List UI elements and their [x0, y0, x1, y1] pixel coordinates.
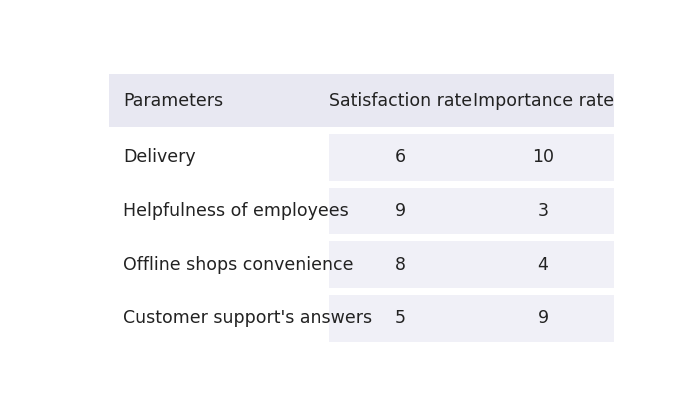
Text: 9: 9 [395, 202, 406, 220]
FancyBboxPatch shape [473, 74, 614, 127]
FancyBboxPatch shape [473, 241, 614, 288]
FancyBboxPatch shape [109, 74, 329, 127]
FancyBboxPatch shape [329, 241, 473, 288]
Text: Helpfulness of employees: Helpfulness of employees [122, 202, 349, 220]
FancyBboxPatch shape [329, 187, 473, 235]
Text: Offline shops convenience: Offline shops convenience [122, 255, 354, 274]
Text: 6: 6 [395, 149, 406, 167]
FancyBboxPatch shape [109, 241, 329, 288]
Text: 10: 10 [532, 149, 554, 167]
Text: 9: 9 [538, 309, 549, 327]
FancyBboxPatch shape [109, 134, 329, 181]
FancyBboxPatch shape [473, 134, 614, 181]
Text: 5: 5 [395, 309, 406, 327]
FancyBboxPatch shape [329, 74, 473, 127]
Text: Parameters: Parameters [122, 92, 223, 110]
Text: Delivery: Delivery [122, 149, 195, 167]
FancyBboxPatch shape [473, 295, 614, 342]
FancyBboxPatch shape [329, 134, 473, 181]
FancyBboxPatch shape [109, 187, 329, 235]
Text: 4: 4 [538, 255, 549, 274]
Text: Importance rate: Importance rate [473, 92, 614, 110]
FancyBboxPatch shape [473, 187, 614, 235]
FancyBboxPatch shape [329, 295, 473, 342]
Text: Customer support's answers: Customer support's answers [122, 309, 372, 327]
Text: 8: 8 [395, 255, 406, 274]
Text: Satisfaction rate: Satisfaction rate [329, 92, 472, 110]
FancyBboxPatch shape [109, 295, 329, 342]
Text: 3: 3 [538, 202, 549, 220]
